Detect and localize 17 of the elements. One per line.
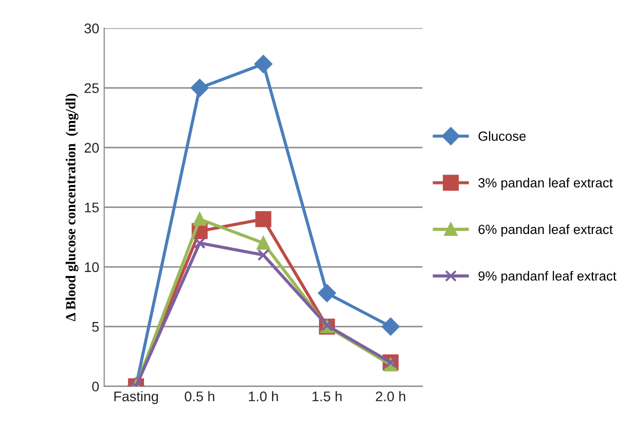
y-tick-label: 0 [92, 382, 99, 392]
y-tick-label: 10 [84, 262, 99, 272]
y-tick-label: 15 [84, 202, 99, 212]
x-tick-label: 0.5 h [184, 391, 214, 402]
x-tick-label: Fasting [114, 391, 158, 404]
y-tick-label: 30 [84, 24, 99, 34]
y-axis-title: Δ Blood glucose concentration (mg/dl) [66, 94, 78, 322]
x-tick-label: 2.0 h [376, 391, 406, 402]
legend-label: 9% pandanf leaf extract [478, 270, 616, 284]
y-tick-label: 25 [84, 83, 99, 94]
y-tick-label: 5 [92, 322, 99, 332]
legend-label: 6% pandan leaf extract [478, 224, 613, 237]
y-tick-label: 20 [84, 142, 99, 153]
x-tick-label: 1.0 h [248, 391, 278, 402]
x-tick-label: 1.5 h [312, 391, 342, 402]
legend-label: Glucose [478, 131, 526, 141]
legend-label: 3% pandan leaf extract [478, 178, 613, 190]
